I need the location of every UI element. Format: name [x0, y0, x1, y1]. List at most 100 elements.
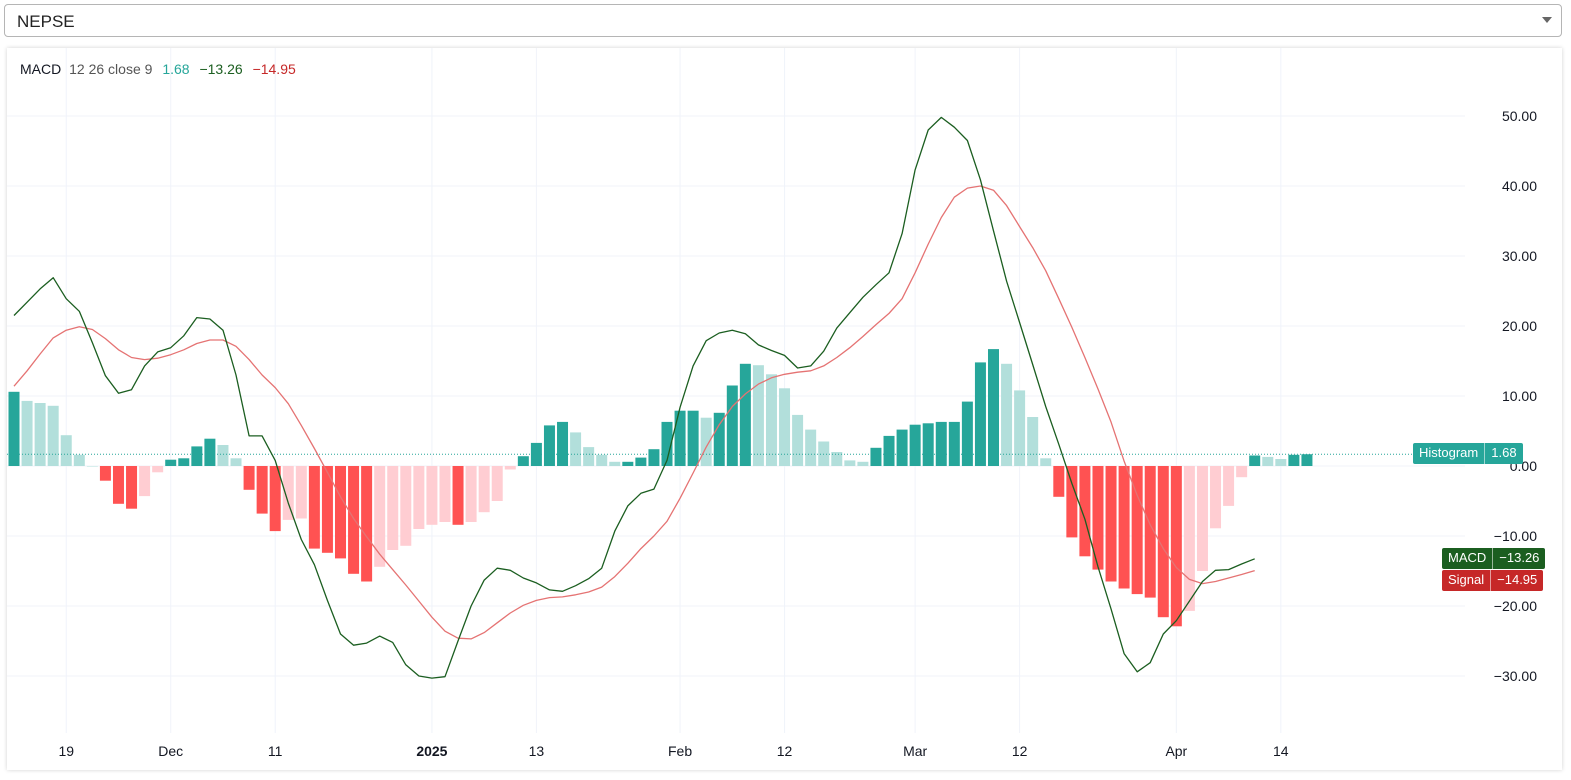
histogram-bar [282, 466, 294, 520]
histogram-bar [165, 459, 177, 466]
histogram-bar [1210, 466, 1222, 529]
histogram-bar [922, 423, 934, 466]
y-axis-tick-label: −10.00 [1494, 528, 1537, 544]
histogram-bar [739, 363, 751, 466]
x-axis-tick-label: Dec [158, 743, 183, 759]
histogram-bar [295, 466, 307, 519]
x-axis-tick-label: 14 [1273, 743, 1289, 759]
histogram-bar [530, 442, 542, 466]
histogram-bar [374, 466, 386, 567]
histogram-bar [726, 385, 738, 466]
legend-indicator-name: MACD [20, 61, 62, 77]
macd-chart-panel[interactable]: 50.00 40.00 30.00 20.00 10.00 0.00 −10.00 −20.0… [7, 48, 1562, 770]
histogram-bar [413, 466, 425, 529]
macd-tag-label: MACD [1448, 550, 1487, 565]
histogram-bar [47, 405, 59, 466]
histogram-bar [178, 458, 190, 466]
histogram-bar [152, 466, 164, 473]
histogram-bar [230, 458, 242, 466]
histogram-bar [1288, 454, 1300, 466]
histogram-bar [1236, 466, 1248, 478]
histogram-bar [335, 466, 346, 559]
histogram-bar [1170, 466, 1182, 627]
histogram-bar [1223, 466, 1235, 506]
signal-line [13, 185, 1255, 640]
histogram-bar [256, 466, 268, 514]
histogram-bar [752, 365, 764, 466]
histogram-bar [1040, 458, 1052, 466]
histogram-bar [1092, 466, 1104, 570]
x-axis-tick-label: 11 [268, 743, 283, 759]
signal-tag-label: Signal [1448, 572, 1485, 587]
histogram-bar [674, 410, 686, 466]
histogram-bar [8, 391, 20, 466]
histogram-bar [909, 424, 921, 466]
chevron-down-icon[interactable] [1542, 17, 1552, 23]
histogram-bar [1053, 466, 1065, 497]
y-axis-tick-label: 10.00 [1502, 388, 1537, 404]
histogram-bar [765, 374, 777, 466]
histogram-bar [1196, 466, 1208, 571]
histogram-bar [217, 445, 229, 466]
histogram-bar [1027, 417, 1039, 466]
histogram-bar [831, 452, 843, 466]
histogram-bar [557, 421, 569, 466]
histogram-bar [387, 466, 399, 550]
histogram-bar [700, 417, 712, 466]
histogram-bar [452, 466, 464, 525]
histogram-bar [478, 466, 490, 513]
signal-price-tag: Signal −14.95 [1442, 570, 1544, 591]
histogram-bar [870, 447, 882, 466]
x-axis-tick-label: Apr [1165, 743, 1187, 759]
histogram-bar [321, 466, 333, 553]
histogram-bar [204, 438, 216, 466]
histogram-bar [1157, 466, 1169, 618]
histogram-bar [622, 461, 634, 466]
histogram-bar [961, 401, 973, 466]
histogram-bar [439, 466, 451, 522]
macd-chart[interactable]: 50.0040.0030.0020.0010.000.00−10.00−20.0… [7, 48, 1562, 770]
histogram-bar [596, 454, 608, 466]
histogram-bar [883, 435, 895, 466]
legend-params: 12 26 close 9 [69, 61, 153, 77]
histogram-bar [661, 421, 673, 466]
macd-tag-value: −13.26 [1492, 548, 1545, 569]
histogram-tag-value: 1.68 [1484, 443, 1522, 464]
y-axis-tick-label: −20.00 [1494, 598, 1537, 614]
histogram-price-tag: Histogram 1.68 [1413, 443, 1523, 464]
histogram-bar [34, 403, 46, 466]
histogram-bar [935, 421, 947, 466]
y-axis-tick-label: −30.00 [1494, 668, 1537, 684]
y-axis-tick-label: 40.00 [1502, 178, 1537, 194]
x-axis-tick-label: 12 [1012, 743, 1028, 759]
legend-histogram-value: 1.68 [162, 61, 190, 77]
legend-macd-value: −13.26 [199, 61, 243, 77]
histogram-bar [948, 421, 960, 466]
histogram-bar [857, 461, 869, 466]
histogram-bar [792, 414, 804, 466]
histogram-bar [86, 466, 98, 467]
histogram-bar [73, 454, 85, 466]
histogram-bar [974, 362, 986, 466]
histogram-bar [1144, 466, 1156, 598]
histogram-bar [988, 349, 999, 466]
y-axis-tick-label: 50.00 [1502, 108, 1537, 124]
histogram-bar [139, 466, 151, 497]
x-axis-tick-label: Mar [903, 743, 927, 759]
histogram-bar [426, 466, 438, 525]
histogram-bar [191, 446, 203, 466]
indicator-legend[interactable]: MACD 12 26 close 9 1.68 −13.26 −14.95 [20, 61, 302, 77]
histogram-bar [1118, 466, 1130, 589]
histogram-bar [1079, 466, 1091, 557]
histogram-bar [126, 466, 138, 509]
symbol-select[interactable]: NEPSE [4, 4, 1562, 37]
histogram-bar [713, 412, 725, 466]
histogram-bar [635, 457, 647, 466]
histogram-bar [1105, 466, 1117, 582]
x-axis-tick-label: Feb [668, 743, 692, 759]
histogram-bar [21, 400, 33, 466]
histogram-bar [1014, 390, 1026, 466]
histogram-bar [583, 447, 595, 466]
histogram-bar [348, 466, 360, 574]
histogram-bar [1275, 459, 1287, 466]
